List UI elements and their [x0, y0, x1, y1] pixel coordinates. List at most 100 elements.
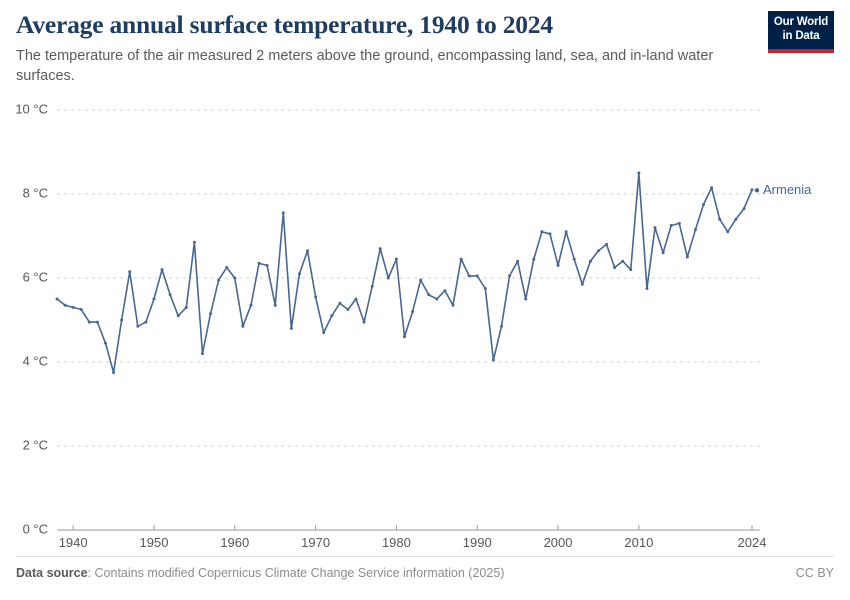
chart-subtitle: The temperature of the air measured 2 me…	[16, 48, 714, 85]
data-point[interactable]	[580, 282, 584, 286]
data-point[interactable]	[459, 257, 463, 261]
data-point[interactable]	[120, 318, 124, 322]
data-point[interactable]	[710, 186, 714, 190]
data-point[interactable]	[306, 249, 310, 253]
data-point[interactable]	[273, 303, 277, 307]
data-point[interactable]	[605, 242, 609, 246]
chart-header: Average annual surface temperature, 1940…	[16, 10, 756, 86]
data-point[interactable]	[225, 266, 229, 269]
data-point[interactable]	[184, 305, 188, 309]
data-point[interactable]	[572, 257, 576, 261]
data-point[interactable]	[152, 297, 156, 301]
data-point[interactable]	[176, 314, 180, 318]
data-point[interactable]	[677, 221, 681, 225]
data-point[interactable]	[378, 247, 382, 251]
data-point[interactable]	[499, 324, 503, 328]
data-point[interactable]	[540, 230, 544, 234]
y-axis-tick-label: 8 °C	[23, 185, 48, 200]
data-point[interactable]	[467, 274, 471, 278]
data-point[interactable]	[483, 287, 487, 290]
data-point[interactable]	[297, 272, 301, 276]
data-point[interactable]	[645, 287, 649, 290]
data-point[interactable]	[112, 371, 116, 374]
data-point[interactable]	[750, 188, 754, 192]
data-point[interactable]	[661, 251, 665, 255]
data-point[interactable]	[596, 249, 600, 253]
data-point[interactable]	[621, 259, 625, 263]
data-point[interactable]	[330, 314, 334, 318]
data-point[interactable]	[564, 230, 568, 234]
data-point[interactable]	[249, 303, 253, 307]
data-point[interactable]	[370, 284, 374, 288]
data-point[interactable]	[354, 297, 358, 301]
data-point[interactable]	[79, 308, 83, 311]
data-point[interactable]	[257, 261, 261, 265]
data-point[interactable]	[508, 274, 512, 278]
data-point[interactable]	[233, 276, 237, 280]
data-point[interactable]	[693, 228, 697, 232]
x-axis-tick-label: 1940	[59, 535, 88, 550]
data-point[interactable]	[209, 312, 213, 316]
data-point[interactable]	[314, 295, 318, 299]
data-point[interactable]	[346, 308, 350, 311]
data-point[interactable]	[443, 289, 447, 293]
data-point[interactable]	[87, 320, 91, 324]
data-point[interactable]	[160, 268, 164, 272]
data-point[interactable]	[403, 335, 406, 339]
data-point[interactable]	[556, 263, 560, 267]
data-point[interactable]	[548, 232, 552, 236]
data-point[interactable]	[685, 255, 689, 259]
data-point[interactable]	[516, 259, 520, 263]
series-lines[interactable]	[55, 171, 754, 375]
data-point[interactable]	[192, 240, 196, 244]
data-point[interactable]	[475, 274, 479, 278]
x-axis-tick-label: 1990	[463, 535, 492, 550]
data-point[interactable]	[718, 217, 722, 221]
data-point[interactable]	[55, 297, 59, 301]
owid-logo[interactable]: Our World in Data	[768, 11, 834, 53]
data-point[interactable]	[362, 320, 366, 324]
data-source-note: Data source: Contains modified Copernicu…	[16, 566, 504, 580]
data-point[interactable]	[265, 263, 269, 267]
data-point[interactable]	[435, 297, 439, 301]
data-point[interactable]	[588, 259, 592, 263]
data-point[interactable]	[734, 217, 738, 221]
data-point[interactable]	[532, 257, 536, 261]
data-point[interactable]	[136, 324, 140, 328]
data-point[interactable]	[394, 257, 398, 261]
data-point[interactable]	[411, 310, 415, 314]
data-point[interactable]	[637, 171, 641, 175]
data-point[interactable]	[742, 207, 746, 211]
data-point[interactable]	[726, 230, 730, 234]
data-point[interactable]	[653, 226, 657, 230]
data-point[interactable]	[168, 293, 172, 297]
data-point[interactable]	[427, 293, 431, 297]
series-label-armenia[interactable]: Armenia	[763, 182, 812, 197]
data-point[interactable]	[386, 276, 390, 280]
data-point[interactable]	[200, 352, 204, 356]
data-point[interactable]	[419, 278, 423, 282]
series-end-marker	[754, 188, 760, 193]
x-axis-tick-label: 1960	[220, 535, 249, 550]
data-point[interactable]	[524, 297, 528, 301]
data-point[interactable]	[103, 341, 107, 345]
data-point[interactable]	[702, 203, 706, 206]
data-point[interactable]	[338, 301, 342, 305]
data-point[interactable]	[669, 224, 673, 227]
data-point[interactable]	[71, 305, 75, 309]
data-point[interactable]	[217, 278, 221, 282]
data-point[interactable]	[322, 331, 326, 335]
series-line-armenia[interactable]	[56, 172, 753, 374]
data-point[interactable]	[491, 358, 495, 362]
data-point[interactable]	[613, 266, 617, 269]
data-point[interactable]	[241, 324, 245, 328]
data-point[interactable]	[95, 320, 99, 324]
data-point[interactable]	[128, 270, 132, 274]
data-point[interactable]	[281, 211, 285, 215]
license-label[interactable]: CC BY	[795, 566, 834, 580]
data-point[interactable]	[144, 320, 148, 324]
data-point[interactable]	[629, 268, 633, 272]
data-point[interactable]	[63, 303, 67, 307]
data-point[interactable]	[451, 303, 455, 307]
data-point[interactable]	[289, 326, 293, 330]
